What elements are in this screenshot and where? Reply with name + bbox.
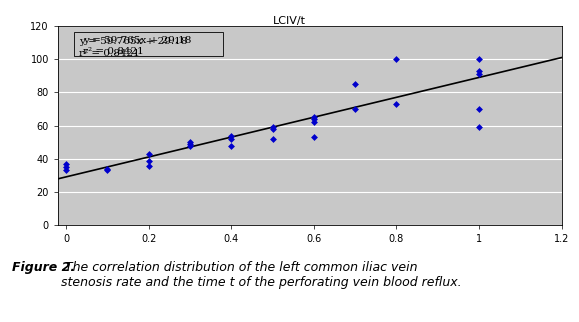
- Point: [268, 126, 277, 131]
- Text: Figure 2.: Figure 2.: [12, 261, 75, 274]
- Point: [185, 143, 195, 148]
- Point: [474, 71, 483, 77]
- Point: [227, 136, 236, 141]
- Point: [268, 125, 277, 130]
- Text: r² = 0.8421: r² = 0.8421: [83, 47, 144, 56]
- Point: [103, 166, 112, 171]
- Text: The correlation distribution of the left common iliac vein
stenosis rate and the: The correlation distribution of the left…: [61, 261, 461, 289]
- Point: [309, 115, 318, 120]
- Point: [61, 168, 71, 173]
- Point: [227, 133, 236, 138]
- Point: [309, 116, 318, 121]
- Point: [350, 106, 360, 111]
- Point: [474, 68, 483, 73]
- Point: [61, 161, 71, 166]
- Point: [144, 163, 153, 168]
- Point: [392, 101, 401, 107]
- Text: y = 59.765x + 29.18: y = 59.765x + 29.18: [83, 36, 191, 45]
- Point: [474, 106, 483, 111]
- Point: [185, 141, 195, 147]
- Text: r² = 0.8421: r² = 0.8421: [79, 49, 140, 58]
- Text: LCIV/t: LCIV/t: [273, 16, 306, 26]
- Point: [474, 56, 483, 62]
- Point: [309, 120, 318, 125]
- Point: [268, 136, 277, 141]
- FancyBboxPatch shape: [75, 33, 223, 56]
- Point: [474, 125, 483, 130]
- Point: [61, 165, 71, 170]
- Point: [350, 81, 360, 87]
- Point: [392, 56, 401, 62]
- Text: y = 59.765x + 29.18: y = 59.765x + 29.18: [79, 37, 187, 46]
- Point: [309, 135, 318, 140]
- Point: [227, 143, 236, 148]
- Point: [103, 168, 112, 173]
- Point: [144, 158, 153, 163]
- Point: [144, 151, 153, 156]
- Point: [185, 140, 195, 145]
